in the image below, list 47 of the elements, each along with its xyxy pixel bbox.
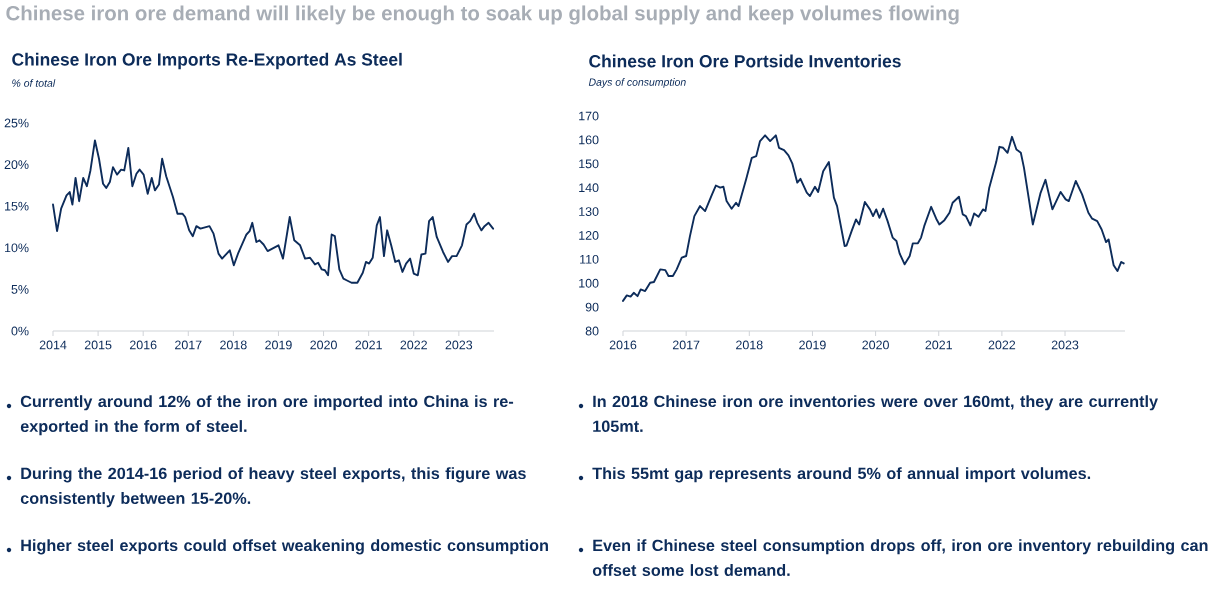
text: Even if Chinese steel consumption drops off, iron ore inventory rebuilding can offset some lost demand.	[592, 539, 1208, 577]
y-tick-label: 0%	[11, 326, 29, 336]
x-tick-label: 2021	[925, 340, 952, 350]
y-tick-label: 90	[585, 302, 599, 312]
y-tick-label: 25%	[4, 118, 29, 128]
x-tick-label: 2023	[1051, 340, 1079, 350]
text: Higher steel exports could offset weakening domestic consumption	[21, 539, 548, 555]
x-tick-label: 2017	[175, 340, 202, 350]
y-tick-label: 150	[579, 159, 599, 169]
text: Chinese iron ore demand will likely be enough to soak up global supply and keep volumes flowing	[6, 5, 959, 25]
chart-title: Chinese Iron Ore Portside Inventories	[589, 54, 901, 68]
x-tick-label: 2016	[609, 340, 637, 350]
y-tick-label: 120	[579, 231, 599, 240]
x-tick-label: 2018	[220, 340, 247, 350]
x-tick-label: 2023	[445, 340, 473, 350]
x-tick-label: 2014	[39, 340, 67, 350]
y-tick-label: 140	[579, 183, 599, 193]
x-tick-label: 2019	[799, 340, 826, 350]
y-tick-label: 170	[579, 111, 599, 121]
x-tick-label: 2019	[265, 340, 292, 350]
y-tick-label: 110	[580, 254, 599, 264]
x-tick-label: 2020	[310, 340, 337, 350]
x-tick-label: 2022	[988, 340, 1016, 350]
y-tick-label: 100	[579, 278, 599, 288]
y-tick-label: 15%	[5, 201, 29, 211]
text: Currently around 12% of the iron ore imported into China is re-exported in the form of steel.	[20, 395, 514, 436]
y-tick-label: 10%	[5, 243, 29, 253]
y-tick-label: 130	[579, 207, 599, 216]
y-tick-label: 20%	[4, 160, 29, 170]
y-tick-label: 160	[579, 135, 599, 145]
x-tick-label: 2022	[400, 340, 427, 350]
x-tick-label: 2016	[129, 340, 157, 350]
x-tick-label: 2021	[355, 340, 382, 350]
text: This 55mt gap represents around 5% of annual import volumes.	[592, 467, 1091, 483]
text: In 2018 Chinese iron ore inventories were over 160mt, they are currently 105mt.	[593, 395, 1158, 433]
line-series	[52, 139, 495, 284]
x-tick-label: 2017	[672, 340, 700, 350]
line-series	[622, 134, 1125, 302]
chart-title: Chinese Iron Ore Imports Re-Exported As Steel	[12, 52, 402, 70]
text: During the 2014-16 period of heavy steel exports, this figure was consistently between 15-20%.	[20, 467, 526, 508]
chart-subtitle: % of total	[12, 79, 56, 87]
chart-subtitle: Days of consumption	[588, 78, 686, 88]
x-tick-label: 2020	[862, 340, 889, 350]
x-tick-label: 2015	[84, 340, 112, 350]
y-tick-label: 5%	[11, 285, 29, 294]
y-tick-label: 80	[585, 326, 599, 336]
x-tick-label: 2018	[736, 340, 763, 350]
